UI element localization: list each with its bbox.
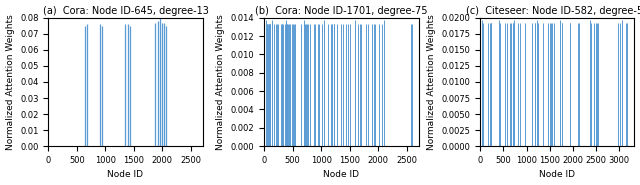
Title: (a)  Cora: Node ID-645, degree-13: (a) Cora: Node ID-645, degree-13: [42, 6, 209, 16]
Y-axis label: Normalized Attention Weights: Normalized Attention Weights: [427, 14, 436, 150]
X-axis label: Node ID: Node ID: [108, 170, 143, 179]
Title: (b)  Cora: Node ID-1701, degree-75: (b) Cora: Node ID-1701, degree-75: [255, 6, 428, 16]
X-axis label: Node ID: Node ID: [323, 170, 360, 179]
Y-axis label: Normalized Attention Weights: Normalized Attention Weights: [216, 14, 225, 150]
Y-axis label: Normalized Attention Weights: Normalized Attention Weights: [6, 14, 15, 150]
Title: (c)  Citeseer: Node ID-582, degree-52: (c) Citeseer: Node ID-582, degree-52: [466, 6, 640, 16]
X-axis label: Node ID: Node ID: [540, 170, 575, 179]
